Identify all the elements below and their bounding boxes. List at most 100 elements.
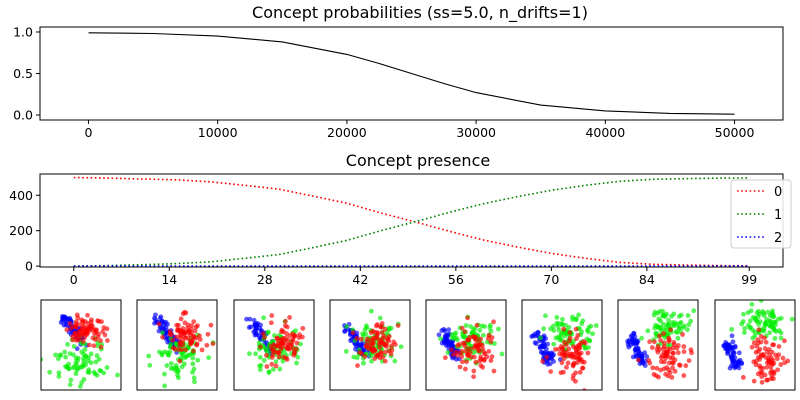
scatter-point	[770, 342, 775, 348]
scatter-point	[80, 338, 86, 344]
scatter-point	[765, 389, 767, 390]
scatter-point	[773, 328, 779, 334]
scatter-point	[742, 325, 748, 331]
scatter-point	[379, 329, 385, 335]
scatter-point	[741, 311, 746, 317]
scatter-point	[653, 331, 659, 337]
scatter-point	[449, 347, 454, 353]
scatter-point	[374, 330, 380, 335]
scatter-point	[47, 369, 53, 375]
scatter-point	[677, 325, 683, 331]
scatter-point	[759, 374, 765, 380]
scatter-point	[661, 340, 667, 346]
scatter-point	[53, 352, 58, 358]
scatter-point	[80, 320, 86, 325]
scatter-point	[672, 368, 678, 374]
concept-presence-chart: Concept presence 0 14 28 42 56 70 84 990200400 …	[9, 151, 792, 287]
scatter-point	[753, 349, 759, 355]
scatter-point	[359, 340, 365, 346]
scatter-panel-frame	[40, 299, 122, 391]
scatter-point	[280, 358, 286, 364]
x-tick-label: 70	[543, 272, 559, 287]
y-tick-label: 200	[9, 223, 33, 238]
scatter-point	[685, 313, 691, 318]
scatter-panel-frame	[233, 299, 315, 391]
scatter-point	[257, 354, 263, 360]
scatter-point	[551, 352, 556, 358]
scatter-panel	[40, 299, 122, 391]
scatter-point	[382, 326, 388, 332]
scatter-point	[392, 358, 398, 364]
scatter-point	[386, 338, 392, 344]
scatter-point	[675, 350, 681, 356]
scatter-point	[176, 368, 181, 374]
scatter-point	[573, 378, 578, 384]
scatter-point	[104, 326, 110, 332]
scatter-point	[464, 359, 470, 365]
scatter-point	[683, 363, 689, 369]
scatter-point	[556, 321, 561, 326]
scatter-point	[573, 345, 579, 351]
scatter-point	[70, 334, 76, 339]
scatter-point	[195, 357, 201, 363]
scatter-point	[666, 321, 672, 327]
scatter-point	[98, 338, 103, 344]
scatter-point	[556, 327, 562, 333]
scatter-point	[729, 326, 735, 332]
scatter-point	[751, 340, 757, 346]
scatter-point	[271, 342, 277, 348]
scatter-point	[757, 311, 762, 317]
y-tick-label: 0.5	[13, 66, 33, 81]
scatter-point	[363, 323, 369, 329]
scatter-point	[291, 334, 297, 340]
scatter-point	[764, 377, 770, 383]
scatter-point	[293, 346, 299, 352]
scatter-point	[295, 354, 301, 360]
scatter-point	[681, 373, 687, 378]
scatter-point	[273, 363, 279, 369]
scatter-point	[79, 380, 85, 386]
scatter-point	[296, 335, 302, 341]
scatter-point	[382, 349, 388, 355]
scatter-point	[567, 330, 573, 335]
scatter-point	[81, 358, 87, 364]
scatter-point	[188, 330, 194, 336]
scatter-points	[625, 308, 697, 380]
scatter-point	[288, 342, 294, 348]
scatter-point	[77, 384, 83, 389]
scatter-points	[146, 309, 216, 389]
scatter-point	[276, 354, 282, 360]
scatter-point	[581, 359, 587, 365]
scatter-point	[206, 355, 212, 361]
scatter-point	[358, 336, 364, 342]
scatter-point	[197, 337, 203, 342]
scatter-point	[284, 331, 290, 337]
scatter-point	[639, 352, 645, 357]
scatter-point	[753, 362, 759, 368]
scatter-point	[344, 324, 349, 329]
x-tick-label: 10000	[198, 125, 238, 140]
scatter-point	[761, 328, 767, 334]
series-line-0	[88, 32, 735, 115]
scatter-point	[576, 356, 581, 362]
x-tick-label: 50000	[715, 125, 755, 140]
scatter-point	[167, 328, 173, 334]
scatter-point	[585, 350, 591, 356]
scatter-panel	[617, 299, 699, 391]
scatter-point	[269, 361, 275, 367]
scatter-point	[476, 343, 481, 349]
scatter-point	[273, 359, 279, 364]
scatter-point	[759, 379, 765, 385]
scatter-point	[102, 332, 108, 338]
scatter-point	[732, 344, 738, 350]
scatter-point	[362, 354, 368, 359]
scatter-point	[67, 315, 73, 321]
scatter-point	[283, 335, 289, 341]
scatter-point	[90, 327, 96, 333]
scatter-point	[199, 347, 205, 353]
x-tick-label: 56	[448, 272, 464, 287]
scatter-point	[442, 355, 448, 361]
scatter-point	[780, 355, 786, 361]
scatter-point	[670, 360, 676, 366]
scatter-point	[342, 328, 347, 334]
